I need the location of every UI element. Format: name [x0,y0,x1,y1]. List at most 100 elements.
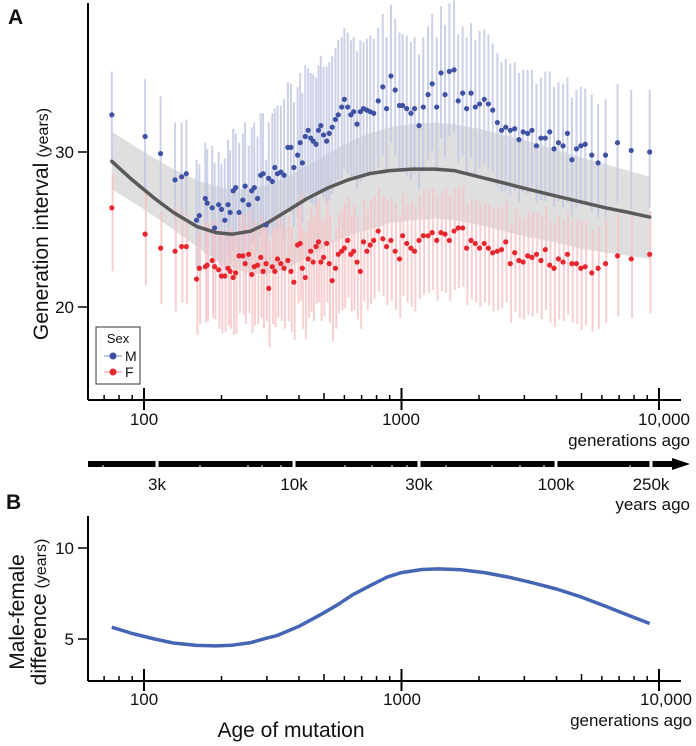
female-point [211,264,218,270]
male-point [281,172,287,178]
female-point [460,225,466,231]
male-point [438,70,444,76]
male-point [468,90,474,96]
female-point [468,237,474,243]
fit-line-path [110,159,652,236]
male-point [569,157,575,163]
female-point [416,237,422,243]
timescale-label-3k: 3k [148,475,166,494]
male-point [392,87,398,93]
male-point [157,150,164,157]
female-point [240,253,246,259]
panel-b-label: B [6,491,21,514]
female-point [204,262,210,268]
male-point [490,107,496,113]
male-point [172,177,178,183]
female-point [555,256,562,262]
female-point [183,243,189,250]
male-point [485,101,491,107]
timescale-divider [292,459,296,469]
male-point [202,195,208,202]
male-point [602,152,609,158]
female-point [476,245,483,251]
male-point [564,130,571,136]
female-point [285,257,291,264]
panel-a-label: A [8,6,23,29]
female-point [266,285,272,291]
male-point [512,126,518,132]
female-point [400,233,406,239]
x-tick-label-b-10000: 10,000 [640,690,692,709]
male-point [408,110,414,116]
female-point [472,240,478,247]
female-point [209,257,215,264]
legend-f-label: F [125,364,134,380]
y-tick-label-30: 30 [55,143,74,162]
y-axis-title-a-unit: (years) [35,108,52,158]
male-point [357,109,363,115]
female-point [371,237,377,243]
male-point [351,109,357,115]
female-point [315,239,322,245]
male-point [547,129,553,135]
male-point [193,217,200,223]
female-point [380,236,386,242]
male-point [573,146,580,152]
x-tick-label-b-100: 100 [130,690,158,709]
female-point [230,274,236,281]
timescale-dividers [155,459,653,469]
male-point [225,202,231,208]
male-point [481,96,487,102]
male-point [464,106,470,112]
male-point [339,104,345,110]
male-point [400,102,406,109]
timescale-divider [417,459,421,469]
female-point [614,253,621,259]
male-point [183,171,189,177]
male-point [420,104,426,110]
male-point [295,152,301,158]
female-point [525,253,531,259]
female-point [455,225,461,231]
female-point [313,243,319,250]
female-point [332,265,339,271]
male-point [260,171,266,177]
male-point [242,183,248,189]
female-point [236,253,242,259]
female-point [589,270,595,276]
female-point [291,279,297,285]
panel-a: A 30 20 100 1000 10,000 generations ago … [8,0,690,450]
female-point [345,237,351,243]
male-point [380,84,386,90]
female-point [172,248,178,254]
y-tick-label-b-5: 5 [65,630,74,649]
female-point [392,248,398,254]
male-point [216,202,222,208]
female-point [628,256,634,262]
y-axis-title-b-unit: (years) [33,539,50,589]
female-point [274,256,281,262]
legend-m-marker [109,352,117,360]
female-point [503,239,509,245]
female-point [109,205,115,211]
female-point [216,267,222,273]
female-point [354,259,360,265]
female-point [326,261,332,267]
female-point [396,256,403,262]
timescale-label-10k: 10k [280,475,308,494]
x-tick-label-10000: 10,000 [638,410,690,429]
male-point [196,212,202,219]
female-point [542,247,548,253]
female-point [157,245,164,251]
female-point [305,256,311,262]
female-point [299,265,305,271]
female-point [233,270,239,276]
male-point [498,127,505,133]
male-point [209,205,215,211]
female-point [246,251,252,257]
y-axis-title-b-main: difference [28,593,51,685]
male-point [329,124,335,130]
male-point [647,149,653,155]
male-point [503,124,509,130]
male-point [507,127,513,133]
